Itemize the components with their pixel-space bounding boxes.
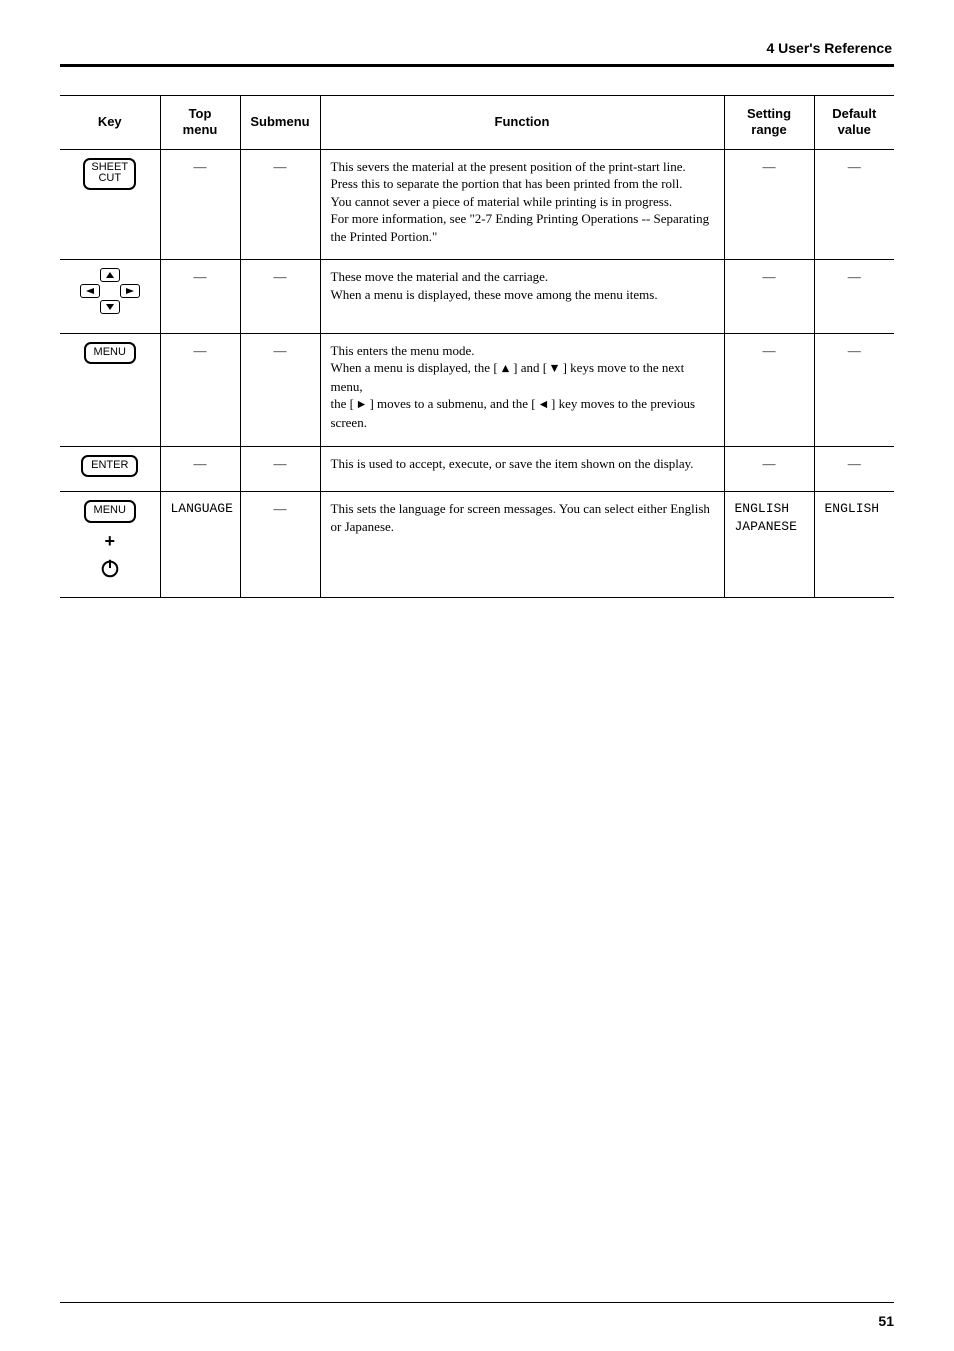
triangle-left-icon <box>539 396 548 414</box>
cell-range: — <box>724 333 814 446</box>
page-number: 51 <box>878 1313 894 1329</box>
section-heading: 4 User's Reference <box>60 40 894 56</box>
sheet-cut-key-icon: SHEET CUT <box>83 158 136 190</box>
triangle-down-icon <box>550 360 559 378</box>
col-header-key: Key <box>60 96 160 150</box>
menu-key-icon: MENU <box>84 500 136 523</box>
col-header-function: Function <box>320 96 724 150</box>
cell-topmenu: — <box>160 260 240 334</box>
cell-topmenu: — <box>160 149 240 260</box>
cell-topmenu: — <box>160 333 240 446</box>
power-icon <box>99 557 121 579</box>
enter-key-icon: ENTER <box>81 455 138 478</box>
cell-default: ENGLISH <box>814 492 894 598</box>
col-header-default: Default value <box>814 96 894 150</box>
cell-range: ENGLISH JAPANESE <box>724 492 814 598</box>
cell-submenu: — <box>240 260 320 334</box>
header-rule <box>60 64 894 67</box>
cell-submenu: — <box>240 446 320 492</box>
arrow-up-icon <box>100 268 120 282</box>
cell-submenu: — <box>240 333 320 446</box>
cell-submenu: — <box>240 149 320 260</box>
reference-table: Key Top menu Submenu Function Setting ra… <box>60 95 894 598</box>
cell-function: This severs the material at the present … <box>320 149 724 260</box>
cell-function: These move the material and the carriage… <box>320 260 724 334</box>
cell-function: This enters the menu mode. When a menu i… <box>320 333 724 446</box>
cell-topmenu: LANGUAGE <box>160 492 240 598</box>
arrow-left-icon <box>80 284 100 298</box>
key-label-line2: CUT <box>98 172 121 184</box>
cell-function: This is used to accept, execute, or save… <box>320 446 724 492</box>
cell-submenu: — <box>240 492 320 598</box>
footer-rule <box>60 1302 894 1303</box>
cell-range: — <box>724 149 814 260</box>
cell-range: — <box>724 260 814 334</box>
table-row: MENU — — This enters the menu mode. When… <box>60 333 894 446</box>
triangle-right-icon <box>357 396 366 414</box>
table-header-row: Key Top menu Submenu Function Setting ra… <box>60 96 894 150</box>
cell-default: — <box>814 149 894 260</box>
cell-default: — <box>814 260 894 334</box>
arrow-keys-icon <box>80 268 140 314</box>
col-header-range: Setting range <box>724 96 814 150</box>
table-row: SHEET CUT — — This severs the material a… <box>60 149 894 260</box>
cell-topmenu: — <box>160 446 240 492</box>
cell-default: — <box>814 446 894 492</box>
arrow-down-icon <box>100 300 120 314</box>
table-row: — — These move the material and the carr… <box>60 260 894 334</box>
cell-range: — <box>724 446 814 492</box>
plus-icon: + <box>70 529 150 553</box>
menu-key-icon: MENU <box>84 342 136 365</box>
cell-function: This sets the language for screen messag… <box>320 492 724 598</box>
triangle-up-icon <box>501 360 510 378</box>
key-label-line1: SHEET <box>91 161 128 173</box>
table-row: MENU + LANGUAGE — This sets the language… <box>60 492 894 598</box>
cell-default: — <box>814 333 894 446</box>
col-header-submenu: Submenu <box>240 96 320 150</box>
arrow-right-icon <box>120 284 140 298</box>
col-header-topmenu: Top menu <box>160 96 240 150</box>
table-row: ENTER — — This is used to accept, execut… <box>60 446 894 492</box>
